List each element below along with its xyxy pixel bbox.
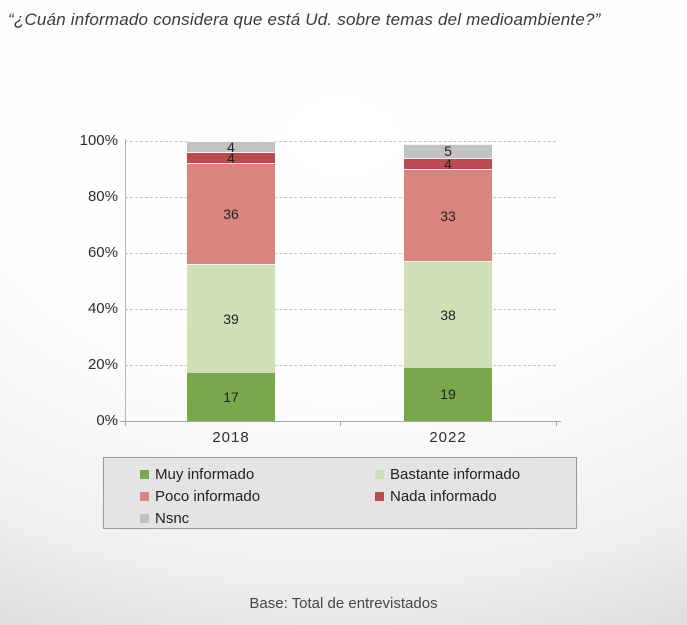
x-axis-label: 2018 [212,429,250,446]
x-axis-tick [340,422,341,426]
bar-segment-bastante-informado: 39 [187,264,275,374]
legend-item-bastante-informado: Bastante informado [341,466,576,483]
bar-2018: 17 39 36 4 4 [187,139,275,421]
y-axis-label: 0% [96,412,118,429]
y-axis-label: 100% [79,132,118,149]
legend-swatch [140,492,149,501]
bar-segment-nsnc: 4 [187,139,275,156]
legend-swatch [375,470,384,479]
legend-label: Bastante informado [390,466,521,483]
legend-item-poco-informado: Poco informado [104,488,341,505]
legend-label: Nada informado [390,488,497,505]
bar-value-label: 4 [444,155,452,172]
x-axis-tick [125,422,126,426]
bar-segment-nada-informado: 4 [404,155,492,172]
base-note: Base: Total de entrevistados [249,595,438,612]
legend-label: Muy informado [155,466,255,483]
bar-value-label: 19 [440,386,456,403]
stacked-bar-chart: 0% 20% 40% 60% 80% 100% 17 39 36 4 4 2018 19 38 33 4 5 20… [79,132,561,446]
legend-box: Muy informado Bastante informado Poco info… [103,457,577,529]
chart-title: “¿Cuán informado considera que está Ud. … [8,10,601,29]
bar-segment-poco-informado: 36 [187,163,275,265]
legend-swatch [375,492,384,501]
bar-value-label: 39 [223,311,239,328]
bar-segment-bastante-informado: 38 [404,261,492,368]
y-axis-label: 20% [87,356,118,373]
bar-value-label: 5 [444,143,452,160]
gridline [125,253,556,254]
bar-value-label: 17 [223,389,239,406]
bar-value-label: 38 [440,307,456,324]
legend-item-muy-informado: Muy informado [104,466,341,483]
gridline [125,365,556,366]
bar-value-label: 33 [440,207,456,224]
bar-segment-poco-informado: 33 [404,169,492,262]
legend-swatch [140,514,149,523]
y-axis-line [125,139,126,422]
legend-swatch [140,470,149,479]
x-axis-line [120,421,561,422]
gridline [125,141,556,142]
gridline [125,197,556,198]
legend-item-nsnc: Nsnc [104,510,341,527]
bar-segment-nada-informado: 4 [187,150,275,167]
bar-2022: 19 38 33 4 5 [404,143,492,421]
y-axis-label: 60% [87,244,118,261]
y-axis-label: 80% [87,188,118,205]
legend-item-nada-informado: Nada informado [341,488,576,505]
legend-label: Poco informado [155,488,261,505]
bar-value-label: 4 [227,139,235,156]
bar-segment-muy-informado: 19 [404,367,492,421]
bar-segment-muy-informado: 17 [187,373,275,421]
bar-segment-nsnc: 5 [404,143,492,160]
legend-label: Nsnc [155,510,190,527]
y-axis-label: 40% [87,300,118,317]
bar-value-label: 36 [223,206,239,223]
x-axis-label: 2022 [429,429,467,446]
gridline [125,309,556,310]
x-axis-tick [556,422,557,426]
bar-value-label: 4 [227,150,235,167]
